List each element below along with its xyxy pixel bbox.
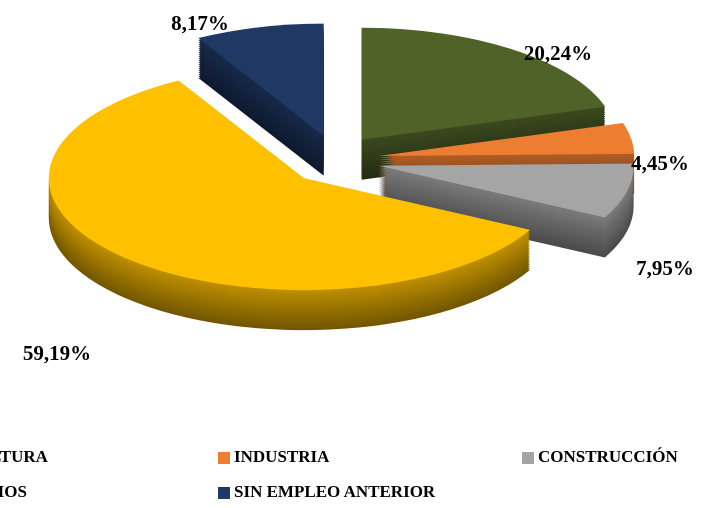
data-label: 20,24% xyxy=(524,41,592,65)
data-label: 8,17% xyxy=(171,11,229,35)
legend-swatch xyxy=(522,452,534,464)
slice xyxy=(378,163,634,218)
legend-label: SIN EMPLEO ANTERIOR xyxy=(234,482,436,501)
data-label: 4,45% xyxy=(631,151,689,175)
slice xyxy=(198,23,324,136)
legend-swatch xyxy=(218,487,230,499)
legend-swatch xyxy=(218,452,230,464)
slice xyxy=(48,80,531,291)
data-label: 7,95% xyxy=(636,256,694,280)
legend-label: INDUSTRIA xyxy=(234,447,330,466)
slice xyxy=(361,27,606,140)
legend-label: SERVICIOS xyxy=(0,482,27,501)
legend-label: AGRICULTURA xyxy=(0,447,49,466)
slice xyxy=(379,123,635,157)
legend-label: CONSTRUCCIÓN xyxy=(538,447,679,466)
data-label: 59,19% xyxy=(23,341,91,365)
